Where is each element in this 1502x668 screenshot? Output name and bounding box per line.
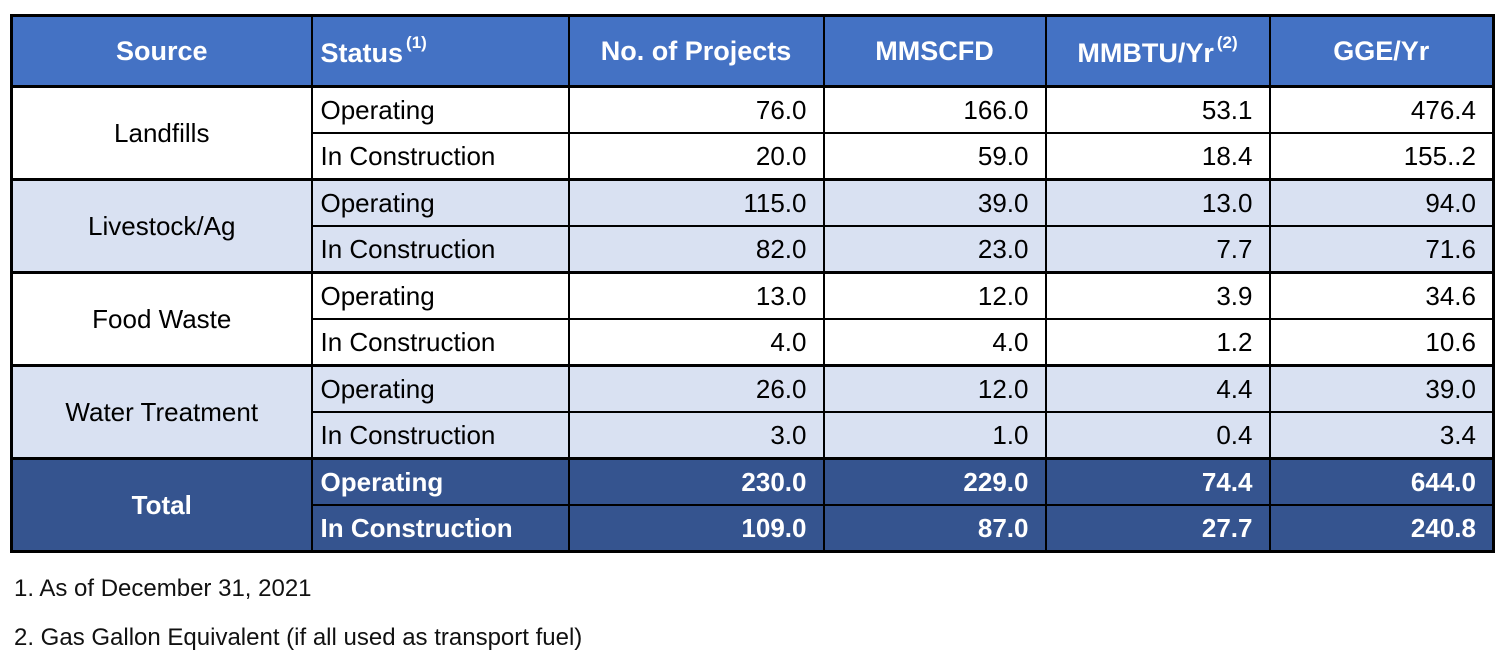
projects-cell: 76.0 [567, 85, 825, 134]
mmscfd-cell: 4.0 [822, 318, 1047, 367]
mmbtu-cell: 1.2 [1044, 318, 1271, 367]
projects-cell: 13.0 [567, 271, 825, 320]
mmscfd-cell: 87.0 [822, 504, 1047, 553]
header-mmbtu-yr: MMBTU/Yr (2) [1044, 14, 1271, 88]
header-mmscfd-label: MMSCFD [875, 35, 994, 66]
gge-cell: 94.0 [1268, 178, 1495, 227]
table-row: Landfills Operating 76.0 166.0 53.1 476.… [10, 85, 1495, 181]
status-footnote-marker: (1) [406, 33, 427, 52]
header-gge-yr-label: GGE/Yr [1333, 35, 1430, 66]
header-status: Status (1) [310, 14, 570, 88]
mmbtu-footnote-marker: (2) [1216, 33, 1238, 52]
mmbtu-cell: 4.4 [1044, 364, 1271, 413]
table-row-total: In Construction 109.0 87.0 27.7 240.8 [12, 504, 1495, 553]
mmscfd-cell: 12.0 [822, 364, 1047, 413]
source-cell-food-waste: Food Waste [10, 271, 313, 367]
header-source: Source [10, 14, 313, 88]
status-cell: Operating [310, 85, 570, 134]
gge-cell: 34.6 [1268, 271, 1495, 320]
gge-cell: 71.6 [1268, 225, 1495, 274]
page: Source Status (1) No. of Projects MMSCFD … [0, 14, 1502, 668]
table-row: In Construction 3.0 1.0 0.4 3.4 [12, 411, 1495, 460]
table-row: In Construction 4.0 4.0 1.2 10.6 [12, 318, 1495, 367]
status-cell: In Construction [310, 225, 570, 274]
table-header-row: Source Status (1) No. of Projects MMSCFD … [10, 14, 1495, 88]
mmbtu-cell: 74.4 [1044, 457, 1271, 506]
gge-cell: 240.8 [1268, 504, 1495, 553]
projects-cell: 109.0 [567, 504, 825, 553]
gge-cell: 644.0 [1268, 457, 1495, 506]
projects-cell: 82.0 [567, 225, 825, 274]
projects-cell: 26.0 [567, 364, 825, 413]
mmbtu-cell: 0.4 [1044, 411, 1271, 460]
header-no-of-projects: No. of Projects [567, 14, 825, 88]
footnote-2: 2. Gas Gallon Equivalent (if all used as… [14, 624, 583, 651]
projects-cell: 3.0 [567, 411, 825, 460]
header-no-of-projects-label: No. of Projects [600, 35, 792, 66]
status-cell: In Construction [310, 318, 570, 367]
projects-cell: 230.0 [567, 457, 825, 506]
projects-cell: 4.0 [567, 318, 825, 367]
mmbtu-cell: 27.7 [1044, 504, 1271, 553]
table-row: In Construction 82.0 23.0 7.7 71.6 [12, 225, 1495, 274]
projects-summary-table: Source Status (1) No. of Projects MMSCFD … [10, 14, 1495, 553]
mmscfd-cell: 12.0 [822, 271, 1047, 320]
footnotes: 1. As of December 31, 2021 2. Gas Gallon… [14, 575, 1502, 652]
mmscfd-cell: 166.0 [822, 85, 1047, 134]
status-cell: Operating [310, 364, 570, 413]
source-cell-water-treatment: Water Treatment [10, 364, 313, 460]
projects-cell: 20.0 [567, 132, 825, 181]
header-gge-yr: GGE/Yr [1268, 14, 1495, 88]
table-row: Livestock/Ag Operating 115.0 39.0 13.0 9… [10, 178, 1495, 274]
status-cell: Operating [310, 178, 570, 227]
header-status-label: Status [320, 38, 404, 68]
status-cell: In Construction [310, 504, 570, 553]
mmbtu-cell: 18.4 [1044, 132, 1271, 181]
gge-cell: 39.0 [1268, 364, 1495, 413]
table-row: Water Treatment Operating 26.0 12.0 4.4 … [10, 364, 1495, 460]
status-cell: Operating [310, 271, 570, 320]
projects-cell: 115.0 [567, 178, 825, 227]
header-mmscfd: MMSCFD [822, 14, 1047, 88]
status-cell: In Construction [310, 411, 570, 460]
header-mmbtu-yr-label: MMBTU/Yr [1077, 38, 1214, 68]
mmscfd-cell: 23.0 [822, 225, 1047, 274]
mmscfd-cell: 59.0 [822, 132, 1047, 181]
gge-cell: 155..2 [1268, 132, 1495, 181]
gge-cell: 3.4 [1268, 411, 1495, 460]
status-cell: Operating [310, 457, 570, 506]
footnote-1: 1. As of December 31, 2021 [14, 575, 312, 602]
table-row-total: Total Operating 230.0 229.0 74.4 644.0 [10, 457, 1495, 553]
header-source-label: Source [115, 35, 208, 66]
mmbtu-cell: 13.0 [1044, 178, 1271, 227]
table-row: In Construction 20.0 59.0 18.4 155..2 [12, 132, 1495, 181]
source-cell-landfills: Landfills [10, 85, 313, 181]
mmbtu-cell: 53.1 [1044, 85, 1271, 134]
mmbtu-cell: 7.7 [1044, 225, 1271, 274]
mmscfd-cell: 39.0 [822, 178, 1047, 227]
gge-cell: 476.4 [1268, 85, 1495, 134]
mmscfd-cell: 229.0 [822, 457, 1047, 506]
status-cell: In Construction [310, 132, 570, 181]
gge-cell: 10.6 [1268, 318, 1495, 367]
mmbtu-cell: 3.9 [1044, 271, 1271, 320]
source-cell-total: Total [10, 457, 313, 553]
mmscfd-cell: 1.0 [822, 411, 1047, 460]
source-cell-livestock-ag: Livestock/Ag [10, 178, 313, 274]
table-row: Food Waste Operating 13.0 12.0 3.9 34.6 [10, 271, 1495, 367]
